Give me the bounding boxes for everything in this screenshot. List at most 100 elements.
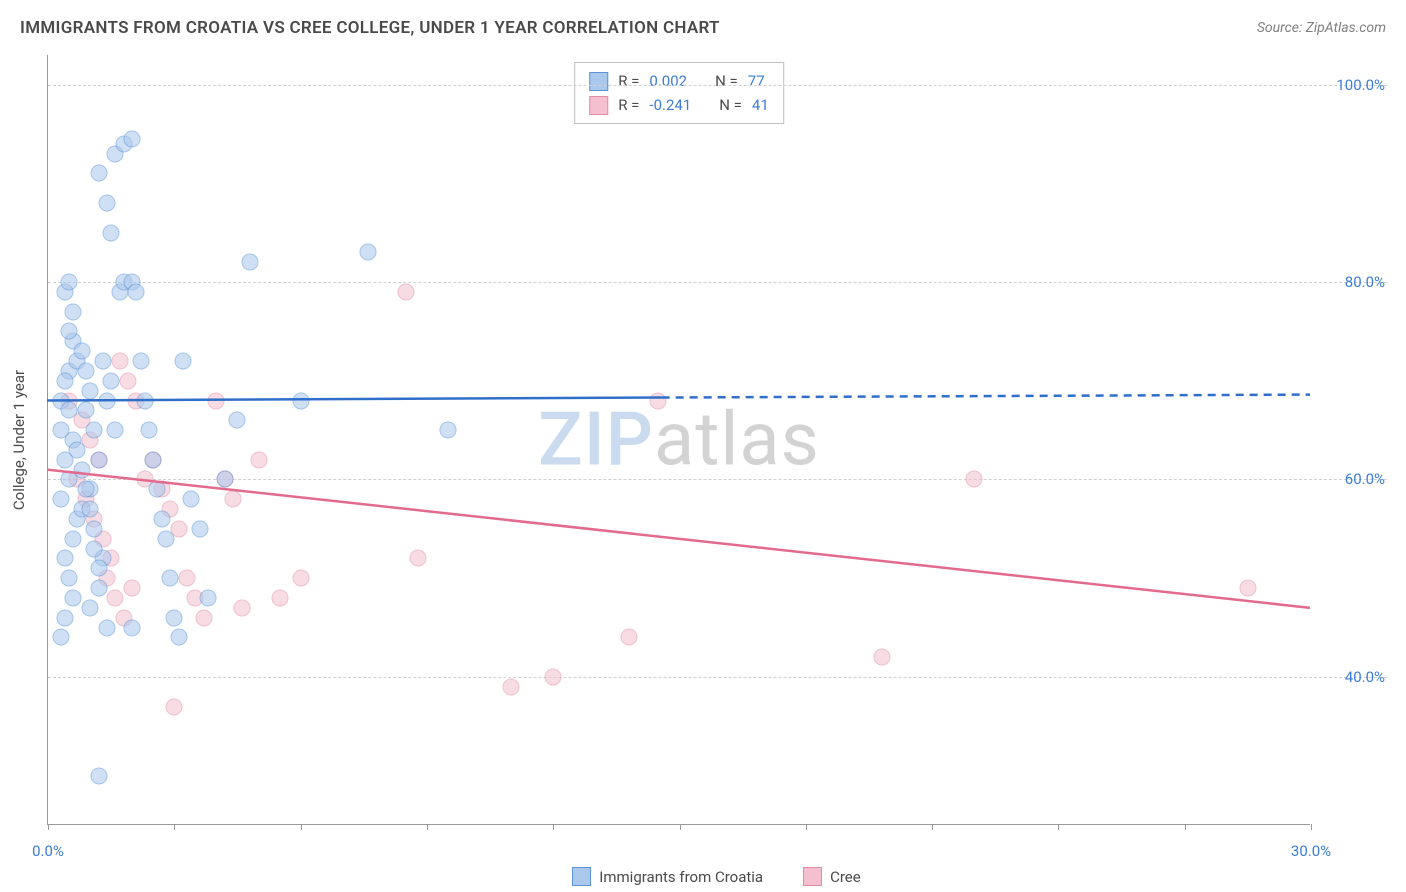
scatter-point-pink xyxy=(410,550,427,567)
scatter-point-pink xyxy=(1239,580,1256,597)
r-value-blue: 0.002 xyxy=(649,69,687,93)
scatter-point-blue xyxy=(124,619,141,636)
scatter-point-blue xyxy=(149,481,166,498)
scatter-point-blue xyxy=(166,609,183,626)
scatter-point-pink xyxy=(119,372,136,389)
scatter-point-blue xyxy=(77,362,94,379)
scatter-point-blue xyxy=(98,619,115,636)
swatch-blue xyxy=(589,72,608,91)
scatter-point-blue xyxy=(52,629,69,646)
scatter-point-blue xyxy=(94,353,111,370)
scatter-point-blue xyxy=(132,353,149,370)
scatter-point-blue xyxy=(153,510,170,527)
scatter-point-pink xyxy=(271,589,288,606)
scatter-point-pink xyxy=(225,491,242,508)
scatter-point-blue xyxy=(56,550,73,567)
scatter-point-pink xyxy=(166,698,183,715)
scatter-point-pink xyxy=(503,678,520,695)
scatter-point-blue xyxy=(52,491,69,508)
scatter-point-blue xyxy=(145,451,162,468)
x-tick xyxy=(174,824,175,830)
legend-item-blue: Immigrants from Croatia xyxy=(572,867,763,886)
stats-row-blue: R = 0.002 N = 77 xyxy=(589,69,769,93)
scatter-point-blue xyxy=(170,629,187,646)
swatch-pink-2 xyxy=(803,867,822,886)
scatter-point-pink xyxy=(966,471,983,488)
y-tick-label: 40.0% xyxy=(1345,668,1385,686)
scatter-point-blue xyxy=(90,165,107,182)
scatter-point-blue xyxy=(128,283,145,300)
scatter-point-blue xyxy=(191,520,208,537)
r-label: R = xyxy=(618,69,639,93)
scatter-point-blue xyxy=(73,461,90,478)
scatter-point-blue xyxy=(141,422,158,439)
scatter-point-blue xyxy=(82,501,99,518)
x-tick-label: 30.0% xyxy=(1291,842,1331,860)
n-value-blue: 77 xyxy=(748,69,765,93)
scatter-point-pink xyxy=(124,580,141,597)
scatter-point-blue xyxy=(90,451,107,468)
x-tick-label: 0.0% xyxy=(32,842,64,860)
stats-legend: R = 0.002 N = 77 R = -0.241 N = 41 xyxy=(574,62,784,124)
scatter-point-blue xyxy=(103,224,120,241)
swatch-pink xyxy=(589,96,608,115)
x-tick xyxy=(1058,824,1059,830)
series-legend: Immigrants from Croatia Cree xyxy=(47,867,1386,886)
scatter-point-blue xyxy=(56,609,73,626)
y-tick-label: 80.0% xyxy=(1345,273,1385,291)
scatter-point-pink xyxy=(545,668,562,685)
scatter-point-pink xyxy=(620,629,637,646)
scatter-point-blue xyxy=(98,195,115,212)
watermark: ZIPatlas xyxy=(538,396,820,483)
r-value-pink: -0.241 xyxy=(649,93,691,117)
gridline xyxy=(48,85,1387,86)
scatter-point-blue xyxy=(174,353,191,370)
scatter-point-blue xyxy=(56,372,73,389)
scatter-point-blue xyxy=(229,412,246,429)
chart-area: College, Under 1 year ZIPatlas R = 0.002… xyxy=(47,55,1387,825)
legend-label-blue: Immigrants from Croatia xyxy=(599,868,763,886)
plot-area: ZIPatlas R = 0.002 N = 77 R = -0.241 N =… xyxy=(47,55,1310,825)
scatter-point-blue xyxy=(90,767,107,784)
gridline xyxy=(48,479,1387,480)
scatter-point-blue xyxy=(61,274,78,291)
scatter-point-blue xyxy=(183,491,200,508)
scatter-point-blue xyxy=(124,130,141,147)
scatter-point-blue xyxy=(136,392,153,409)
scatter-point-pink xyxy=(650,392,667,409)
scatter-point-pink xyxy=(250,451,267,468)
y-axis-label: College, Under 1 year xyxy=(10,370,28,510)
scatter-point-blue xyxy=(86,422,103,439)
scatter-point-blue xyxy=(61,570,78,587)
chart-source: Source: ZipAtlas.com xyxy=(1257,20,1386,36)
scatter-point-blue xyxy=(216,471,233,488)
scatter-point-blue xyxy=(61,323,78,340)
scatter-point-blue xyxy=(73,343,90,360)
x-tick xyxy=(932,824,933,830)
scatter-point-pink xyxy=(111,353,128,370)
scatter-point-blue xyxy=(77,481,94,498)
scatter-point-blue xyxy=(157,530,174,547)
scatter-point-pink xyxy=(873,649,890,666)
x-tick xyxy=(553,824,554,830)
x-tick xyxy=(1311,824,1312,830)
scatter-point-blue xyxy=(107,422,124,439)
chart-header: IMMIGRANTS FROM CROATIA VS CREE COLLEGE,… xyxy=(20,18,1386,38)
scatter-point-blue xyxy=(86,540,103,557)
x-tick xyxy=(301,824,302,830)
scatter-point-blue xyxy=(103,372,120,389)
scatter-point-blue xyxy=(65,589,82,606)
y-tick-label: 100.0% xyxy=(1336,76,1385,94)
scatter-point-pink xyxy=(195,609,212,626)
scatter-point-blue xyxy=(61,402,78,419)
watermark-atlas: atlas xyxy=(654,396,820,483)
scatter-point-blue xyxy=(439,422,456,439)
x-tick xyxy=(48,824,49,830)
scatter-point-pink xyxy=(292,570,309,587)
stats-row-pink: R = -0.241 N = 41 xyxy=(589,93,769,117)
scatter-point-blue xyxy=(90,560,107,577)
scatter-point-pink xyxy=(208,392,225,409)
scatter-point-pink xyxy=(178,570,195,587)
gridline xyxy=(48,677,1387,678)
swatch-blue-2 xyxy=(572,867,591,886)
